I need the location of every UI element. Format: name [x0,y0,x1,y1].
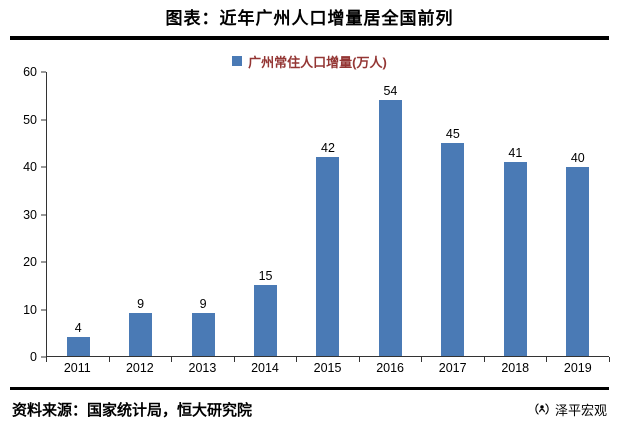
x-axis-label: 2019 [563,361,592,375]
bar-value-label: 15 [258,269,273,283]
y-axis-tick-mark [41,71,46,73]
bar-value-label: 4 [74,321,82,336]
bar-slot: 54 [359,72,421,356]
legend-swatch [232,56,243,66]
bar [66,337,90,356]
legend-label: 广州常住人口增量(万人) [248,54,387,70]
bar [503,161,527,356]
y-axis-tick-label: 60 [23,65,37,79]
x-axis-label: 2017 [438,361,467,375]
y-axis-tick-mark [41,166,46,168]
bar-value-label: 41 [508,145,523,160]
x-axis-label: 2014 [251,361,279,375]
x-axis-label: 2011 [63,361,91,375]
y-axis-tick-mark [41,214,46,215]
y-axis-tick-label: 20 [23,255,37,269]
plot-area: 4 9 9 15 42 54 45 41 40 [46,72,610,362]
bar-slot: 15 [234,72,296,356]
footer-divider [10,387,609,390]
y-axis-tick-mark [41,356,46,358]
bar-slot: 42 [297,72,359,356]
bar-slot: 45 [422,72,484,356]
y-axis: 0 10 20 30 40 50 60 [10,65,46,364]
chart-title: 图表：近年广州人口增量居全国前列 [165,9,454,28]
bar-value-label: 45 [445,127,460,141]
bar [191,313,215,356]
bar-value-label: 40 [570,150,585,165]
y-axis-tick-mark [41,309,46,310]
bar [566,166,590,356]
bar-value-label: 9 [199,297,207,312]
brand-name: 泽平宏观 [554,402,607,418]
x-axis-label: 2012 [125,361,154,375]
x-axis-tick-mark [608,357,610,362]
bar-slot: 41 [484,72,546,356]
y-axis-tick-mark [41,119,46,120]
bar-chart: 0 10 20 30 40 50 60 4 9 9 15 42 54 45 41 40 [10,65,610,364]
x-axis-tick-mark [546,357,548,362]
bar [378,100,402,356]
bar-value-label: 54 [383,84,398,99]
wechat-official-account-logo-icon [534,401,550,417]
x-axis-tick-mark [296,357,298,362]
source-note: 资料来源：国家统计局，恒大研究院 [12,401,253,419]
x-axis-tick-mark [421,357,423,362]
bar-slot: 40 [547,72,609,356]
bar-slot: 9 [109,72,171,356]
x-axis-tick-mark [483,357,485,362]
chart-legend: 广州常住人口增量(万人) [10,52,609,70]
y-axis-tick-label: 50 [23,112,37,127]
bar [441,143,465,356]
x-axis: 2011 2012 2013 2014 2015 2016 2017 2018 2019 [46,357,609,379]
bar-slot: 9 [172,72,234,356]
bar [316,157,340,356]
title-divider [10,36,609,40]
x-axis-tick-mark [233,357,235,362]
bar-value-label: 9 [137,297,145,312]
x-axis-tick-mark [46,357,47,362]
brand: 泽平宏观 [534,400,607,419]
bar-slot: 4 [47,72,109,356]
x-axis-label: 2013 [188,361,217,375]
x-axis-label: 2015 [313,361,342,375]
x-axis-label: 2016 [376,361,404,375]
y-axis-tick-label: 0 [30,350,37,364]
x-axis-tick-mark [108,357,110,362]
y-axis-tick-label: 40 [23,160,37,174]
footer: 资料来源：国家统计局，恒大研究院 泽平宏观 [10,396,609,422]
y-axis-tick-label: 30 [23,207,37,222]
x-axis-label: 2018 [501,361,530,375]
y-axis-tick-label: 10 [23,302,37,317]
x-axis-tick-mark [358,357,360,362]
bar [254,285,278,356]
x-axis-tick-mark [171,357,173,362]
y-axis-tick-mark [41,261,46,263]
bar [129,313,153,356]
bar-value-label: 42 [321,141,335,156]
